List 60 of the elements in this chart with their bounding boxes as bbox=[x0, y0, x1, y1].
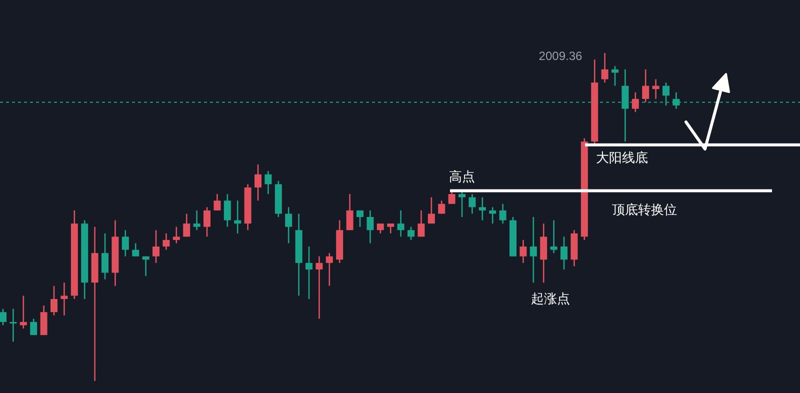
candlestick bbox=[642, 68, 650, 103]
candlestick bbox=[387, 222, 394, 234]
candlestick bbox=[530, 216, 537, 284]
candlestick bbox=[356, 210, 364, 228]
candlestick bbox=[122, 229, 129, 258]
candlestick bbox=[132, 242, 140, 258]
candlestick bbox=[142, 256, 150, 277]
candlestick bbox=[204, 206, 210, 238]
candlestick bbox=[316, 256, 323, 320]
annotation: 高点 bbox=[449, 169, 475, 184]
candlestick bbox=[376, 222, 384, 234]
candlestick bbox=[652, 78, 660, 100]
candlestick bbox=[499, 203, 506, 224]
candlestick bbox=[550, 220, 558, 254]
candlestick bbox=[397, 210, 404, 238]
candlestick bbox=[254, 164, 262, 202]
candlestick bbox=[478, 196, 486, 221]
candlestick bbox=[418, 210, 425, 238]
candlestick bbox=[0, 308, 6, 326]
candlestick bbox=[672, 92, 680, 110]
candlestick bbox=[234, 200, 242, 234]
ref-line-label: 顶底转换位 bbox=[612, 202, 677, 217]
candlestick bbox=[306, 246, 312, 300]
annotation: 2009.36 bbox=[538, 49, 583, 63]
candlestick bbox=[366, 210, 374, 244]
candlestick bbox=[162, 232, 170, 250]
candlestick bbox=[30, 318, 38, 336]
candlestick bbox=[448, 190, 456, 205]
candlestick bbox=[264, 170, 272, 195]
candlestick bbox=[560, 236, 568, 270]
candlestick bbox=[468, 193, 476, 214]
candlestick bbox=[408, 226, 414, 241]
candlestick bbox=[458, 190, 466, 218]
candlestick bbox=[346, 193, 354, 231]
candlestick bbox=[601, 52, 608, 84]
candlestick bbox=[489, 206, 496, 224]
candlestick bbox=[183, 213, 190, 238]
candlestick bbox=[102, 232, 108, 280]
candlestick bbox=[10, 308, 17, 342]
candlestick bbox=[632, 92, 639, 113]
candlestick bbox=[612, 65, 618, 86]
candlestick bbox=[285, 206, 292, 244]
candlestick bbox=[622, 68, 629, 142]
candlestick bbox=[60, 282, 68, 316]
candlestick bbox=[662, 82, 670, 106]
candlestick bbox=[224, 193, 231, 228]
candlestick bbox=[214, 193, 221, 212]
candlestick bbox=[193, 210, 200, 231]
candlestick bbox=[172, 226, 180, 244]
candlestick bbox=[438, 200, 446, 214]
candlestick bbox=[540, 222, 548, 284]
candlestick bbox=[50, 285, 58, 316]
candlestick bbox=[520, 239, 527, 264]
candlestick bbox=[152, 229, 160, 264]
candlestick bbox=[326, 252, 333, 287]
candlestick bbox=[428, 196, 435, 224]
candlestick bbox=[20, 295, 27, 330]
annotation: 起涨点 bbox=[531, 291, 570, 306]
candlestick bbox=[40, 304, 48, 336]
ref-line-label: 大阳线底 bbox=[596, 150, 648, 165]
